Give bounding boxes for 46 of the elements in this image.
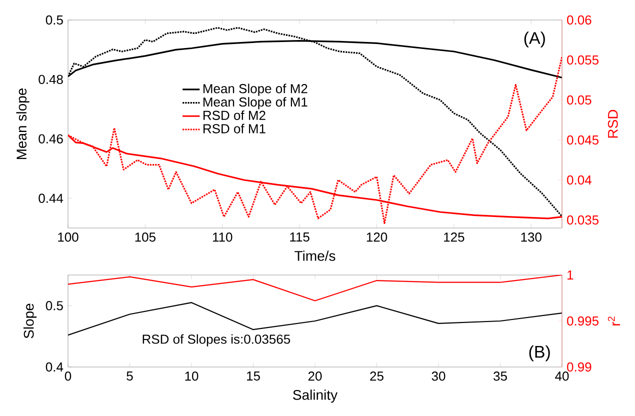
y2-tick-label: 1 xyxy=(568,270,574,280)
y2-tick-label: 0.055 xyxy=(567,55,599,65)
x-tick-label: 0 xyxy=(64,372,72,381)
x-tick-label: 25 xyxy=(370,372,384,381)
legend-label: RSD of M2 xyxy=(203,110,266,120)
y2-tick-label: 0.04 xyxy=(567,175,592,185)
y2-tick-label: 0.035 xyxy=(567,215,599,225)
x-tick-label: 130 xyxy=(521,232,542,242)
legend-label: Mean Slope of M1 xyxy=(203,97,308,110)
x-tick-label: 35 xyxy=(494,372,507,381)
y2-tick-label: 0.05 xyxy=(567,95,592,105)
y2-tick-label: 0.99 xyxy=(567,362,592,372)
x-tick-label: 10 xyxy=(185,372,198,381)
line-series xyxy=(68,302,562,336)
legend-label: Mean Slope of M2 xyxy=(203,84,308,96)
y-tick-label: 0.5 xyxy=(46,301,63,310)
x-tick-label: 120 xyxy=(366,232,388,242)
y-tick-label: 0.5 xyxy=(46,15,63,25)
x-tick-label: 100 xyxy=(58,232,78,242)
x-tick-label: 30 xyxy=(432,372,446,381)
x-tick-label: 20 xyxy=(308,372,322,381)
y2-tick-label: 0.995 xyxy=(567,316,599,326)
y2-axis-title: RSD xyxy=(608,110,618,138)
annotation: (B) xyxy=(529,345,550,362)
y-axis-title: Slope xyxy=(23,304,37,338)
x-axis-title: Salinity xyxy=(293,390,338,403)
x-tick-label: 40 xyxy=(555,372,569,381)
legend-label: RSD of M1 xyxy=(203,124,266,134)
y2-axis-title: r$^{2}$ xyxy=(608,316,620,326)
x-axis-title: Time/s xyxy=(294,250,336,261)
x-tick-label: 15 xyxy=(247,372,260,381)
annotation: RSD of Slopes is:0.03565 xyxy=(142,334,290,346)
y-axis-title: Mean slope xyxy=(16,88,30,160)
y-tick-label: 0.46 xyxy=(38,134,63,144)
x-tick-label: 110 xyxy=(213,232,232,242)
line-series xyxy=(68,275,562,302)
annotation: (A) xyxy=(524,32,545,48)
x-tick-label: 5 xyxy=(126,372,133,381)
x-tick-label: 105 xyxy=(135,232,156,242)
y-tick-label: 0.44 xyxy=(38,194,64,203)
x-tick-label: 115 xyxy=(290,232,310,242)
y-tick-label: 0.48 xyxy=(38,74,63,84)
y2-tick-label: 0.06 xyxy=(567,15,592,25)
x-tick-label: 125 xyxy=(444,232,464,242)
y2-tick-label: 0.045 xyxy=(567,135,599,145)
y-tick-label: 0.4 xyxy=(46,362,64,372)
